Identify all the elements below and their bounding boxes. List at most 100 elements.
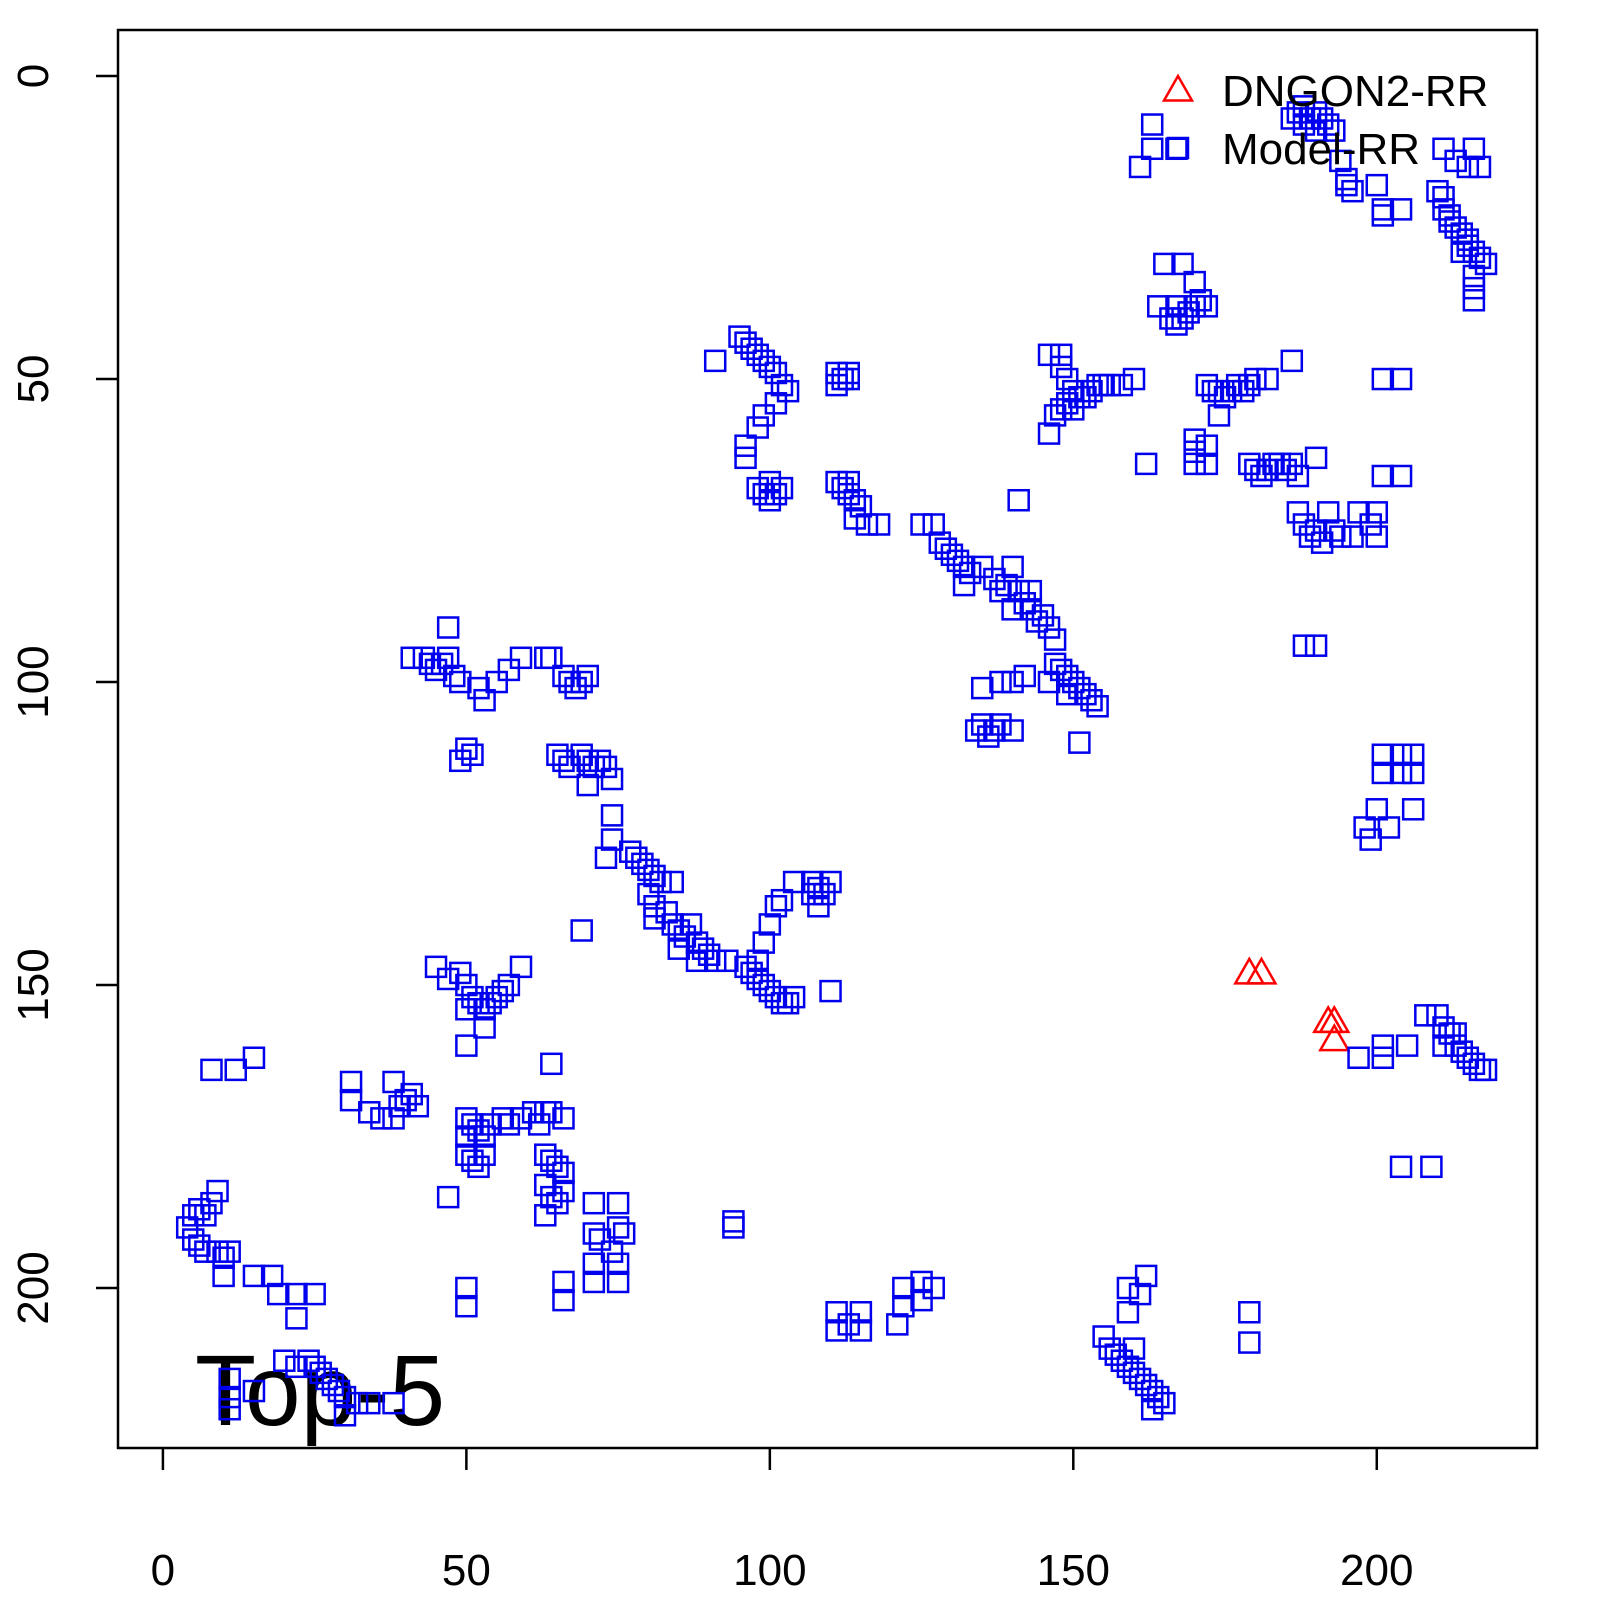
- point: [1037, 422, 1061, 445]
- point: [1432, 137, 1455, 161]
- point: [509, 955, 533, 979]
- point: [1444, 149, 1467, 173]
- point: [436, 646, 460, 670]
- point: [637, 882, 660, 906]
- point: [1401, 743, 1425, 767]
- point: [1250, 464, 1273, 488]
- point: [582, 1222, 606, 1245]
- point: [1444, 216, 1467, 239]
- point: [1007, 488, 1030, 512]
- y-tick-label: 50: [9, 355, 58, 404]
- plot-frame: [116, 28, 1539, 1450]
- point: [218, 1385, 241, 1409]
- point: [600, 1240, 624, 1263]
- point: [734, 955, 757, 979]
- point: [206, 1240, 229, 1263]
- point: [1280, 452, 1304, 476]
- point: [1286, 464, 1310, 488]
- point: [819, 870, 842, 894]
- point: [1426, 1004, 1449, 1027]
- point: [588, 1228, 612, 1251]
- point: [1195, 434, 1219, 457]
- point: [509, 646, 533, 670]
- point: [473, 1143, 496, 1166]
- point: [546, 1155, 569, 1179]
- point: [455, 998, 478, 1021]
- x-tick-label: 150: [1037, 1546, 1110, 1595]
- point: [1037, 616, 1061, 639]
- point: [333, 1404, 357, 1427]
- point: [1347, 501, 1370, 524]
- point: [1244, 458, 1267, 482]
- point: [600, 828, 624, 851]
- point: [273, 1349, 296, 1372]
- point: [758, 470, 782, 494]
- point: [946, 549, 970, 573]
- point: [188, 1197, 211, 1221]
- point: [1128, 155, 1152, 179]
- point: [1147, 1385, 1170, 1409]
- point: [1286, 501, 1310, 524]
- point: [594, 846, 618, 870]
- point: [558, 755, 581, 779]
- point: [1238, 373, 1261, 397]
- point: [843, 488, 867, 512]
- point: [436, 1185, 460, 1209]
- point: [552, 749, 575, 773]
- point: [1098, 1337, 1121, 1360]
- point: [661, 913, 684, 936]
- point: [218, 1397, 241, 1421]
- y-tick-label: 0: [9, 64, 58, 88]
- point: [1225, 373, 1249, 397]
- point: [509, 1107, 533, 1130]
- point: [746, 343, 769, 367]
- point: [540, 1185, 563, 1209]
- point: [643, 895, 666, 918]
- point: [1316, 113, 1340, 136]
- point: [837, 367, 860, 391]
- point: [776, 379, 800, 403]
- point: [455, 1107, 478, 1130]
- y-tick-label: 150: [9, 948, 58, 1021]
- point: [467, 1155, 490, 1179]
- point: [473, 1125, 496, 1148]
- point: [825, 470, 848, 494]
- legend-label: Model-RR: [1222, 125, 1420, 174]
- point: [1444, 1034, 1467, 1057]
- point: [764, 895, 788, 918]
- point: [1365, 173, 1389, 197]
- point: [424, 955, 448, 979]
- point: [831, 367, 854, 391]
- point: [424, 658, 448, 682]
- point: [552, 1270, 575, 1294]
- point: [200, 1058, 223, 1082]
- point: [1323, 119, 1346, 142]
- point: [582, 1191, 606, 1215]
- point: [552, 1179, 575, 1203]
- point: [339, 1088, 363, 1112]
- point: [1104, 1343, 1128, 1366]
- point: [1245, 956, 1278, 985]
- x-tick-label: 0: [151, 1546, 175, 1595]
- point: [1195, 295, 1219, 318]
- point: [600, 804, 624, 827]
- point: [1456, 234, 1480, 257]
- point: [910, 1288, 933, 1312]
- point: [770, 373, 794, 397]
- point: [1389, 367, 1413, 391]
- point: [1365, 525, 1389, 548]
- point: [758, 488, 782, 512]
- point: [1062, 670, 1085, 694]
- point: [1134, 1264, 1158, 1288]
- point: [534, 1143, 557, 1166]
- point: [1231, 379, 1255, 403]
- point: [321, 1373, 345, 1397]
- point: [285, 1307, 308, 1330]
- point: [345, 1391, 369, 1415]
- point: [1450, 222, 1473, 245]
- point: [1280, 107, 1304, 130]
- point: [1068, 731, 1091, 754]
- point: [1365, 501, 1389, 524]
- point: [1134, 1373, 1158, 1397]
- point: [1468, 155, 1492, 179]
